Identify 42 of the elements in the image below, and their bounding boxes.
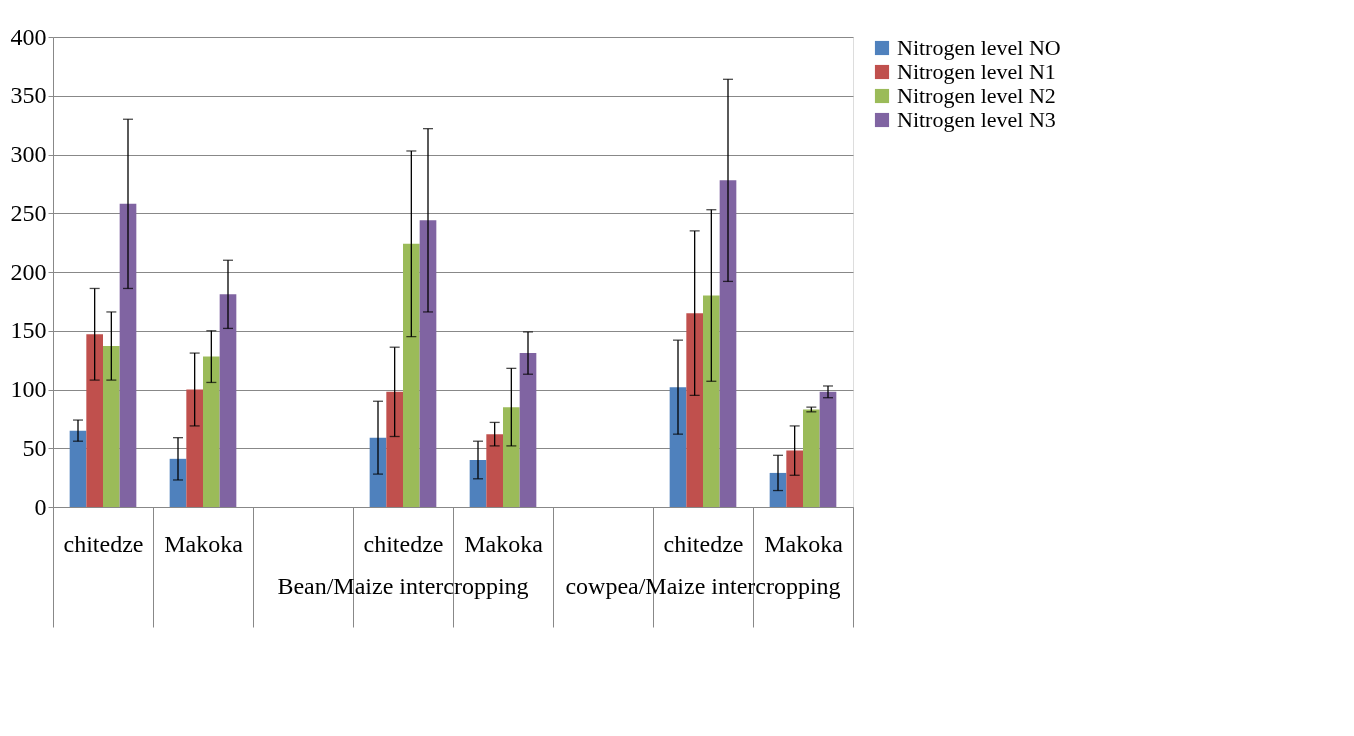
text: Bean/Maize intercropping <box>277 573 529 599</box>
y-tick-label: 400 <box>10 23 47 50</box>
y-tick-label: 200 <box>10 258 47 285</box>
y-tick-label: 250 <box>10 199 47 226</box>
x-tick-label: chitedze <box>63 530 144 557</box>
bar <box>786 450 803 507</box>
x-tick-label: chitedze <box>663 530 744 557</box>
y-tick-label: 150 <box>10 317 47 344</box>
bar <box>186 389 203 507</box>
bar <box>219 294 237 507</box>
x-tick-label: Makoka <box>164 530 244 557</box>
bar <box>203 356 220 507</box>
x-tick-label: Makoka <box>464 530 544 557</box>
x-tick-label: Makoka <box>764 530 844 557</box>
bar <box>419 220 437 507</box>
y-tick-label: 50 <box>22 434 47 461</box>
y-tick-label: 0 <box>34 493 47 520</box>
bar <box>386 391 403 507</box>
x-tick-label: chitedze <box>363 530 444 557</box>
legend-label: Nitrogen level N3 <box>897 107 1056 132</box>
bar <box>503 407 520 507</box>
bar <box>669 387 687 507</box>
legend-label: Nitrogen level NO <box>897 35 1061 60</box>
bar <box>103 346 120 507</box>
bar <box>819 391 837 507</box>
bar <box>519 353 537 507</box>
y-tick-label: 300 <box>10 141 47 167</box>
bar <box>403 243 420 507</box>
legend-label: Nitrogen level N2 <box>897 83 1056 108</box>
bar <box>719 180 737 507</box>
bar <box>119 203 137 507</box>
bar <box>686 313 703 507</box>
bar <box>703 295 720 507</box>
y-tick-label: 350 <box>10 82 47 109</box>
text: cowpea/Maize intercropping <box>565 573 841 599</box>
bar <box>486 434 503 507</box>
bar <box>469 460 487 507</box>
bar <box>169 458 187 507</box>
y-tick-label: 100 <box>10 376 47 402</box>
legend-label: Nitrogen level N1 <box>897 59 1056 84</box>
bar <box>86 334 103 507</box>
bar <box>69 430 87 507</box>
